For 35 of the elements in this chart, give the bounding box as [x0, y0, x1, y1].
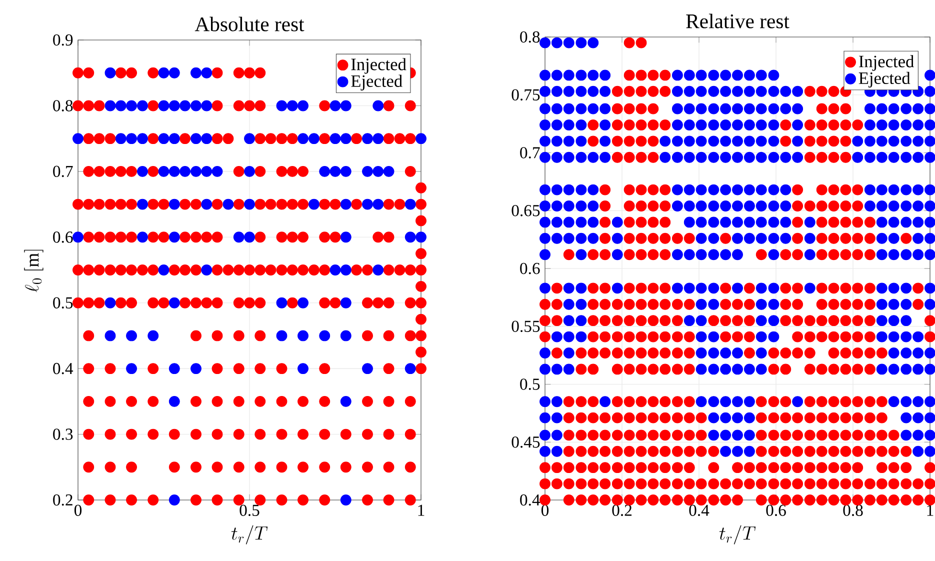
- legend-label: Ejected: [351, 74, 402, 90]
- y-tick-label: 0.4: [520, 494, 540, 506]
- y-tick-label: 0.7: [53, 166, 73, 178]
- chart-title: Relative rest: [686, 14, 790, 28]
- x-tick-label: 0.6: [766, 504, 786, 516]
- y-tick-label: 0.75: [512, 89, 540, 101]
- legend-label: Injected: [859, 55, 914, 71]
- x-tick-label: 1: [418, 504, 424, 516]
- y-tick-label: 0.5: [520, 378, 540, 390]
- y-tick-label: 0.5: [53, 297, 73, 309]
- y-tick-label: 0.6: [53, 231, 73, 243]
- y-tick-label: 0.8: [53, 100, 73, 112]
- x-tick-label: 0.8: [843, 504, 863, 516]
- legend-label: Ejected: [858, 72, 910, 88]
- x-tick-label: 0.2: [612, 504, 632, 516]
- y-axis-title: $\ell_0\ [\mathrm{m}]$: [24, 250, 44, 292]
- chart-title: Absolute rest: [194, 16, 304, 32]
- x-axis-title: $t_r/T$: [719, 525, 756, 544]
- y-tick-label: 0.9: [53, 34, 73, 46]
- y-tick-label: 0.8: [520, 31, 540, 43]
- x-tick-label: 0.4: [689, 504, 710, 516]
- y-tick-label: 0.2: [53, 494, 72, 506]
- y-tick-label: 0.55: [512, 320, 540, 332]
- x-tick-label: 0: [74, 504, 82, 516]
- x-tick-label: 1: [927, 504, 934, 516]
- x-tick-label: 0.5: [240, 504, 260, 516]
- y-tick-label: 0.45: [512, 436, 540, 448]
- y-tick-label: 0.4: [53, 362, 74, 374]
- y-tick-label: 0.6: [520, 262, 540, 274]
- y-tick-label: 0.65: [512, 204, 540, 216]
- y-tick-label: 0.7: [520, 147, 540, 158]
- x-tick-label: 0: [541, 504, 549, 516]
- x-axis-title: $t_r/T$: [231, 525, 268, 544]
- legend-label: Injected: [351, 58, 406, 74]
- y-tick-label: 0.3: [53, 428, 73, 440]
